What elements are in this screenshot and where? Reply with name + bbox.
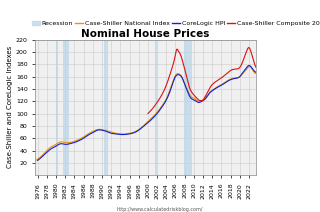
Legend: Recession, Case-Shiller National Index, CoreLogic HPI, Case-Shiller Composite 20: Recession, Case-Shiller National Index, …: [29, 18, 320, 29]
Bar: [63, 40, 69, 175]
Bar: [27, 40, 34, 175]
Bar: [155, 40, 157, 175]
Text: http://www.calculatedriskblog.com/: http://www.calculatedriskblog.com/: [117, 207, 203, 212]
Bar: [104, 40, 108, 175]
Bar: [184, 40, 192, 175]
Title: Nominal House Prices: Nominal House Prices: [81, 29, 210, 39]
Y-axis label: Case-Shiller and CoreLogic Indexes: Case-Shiller and CoreLogic Indexes: [7, 46, 13, 169]
Bar: [56, 40, 58, 175]
